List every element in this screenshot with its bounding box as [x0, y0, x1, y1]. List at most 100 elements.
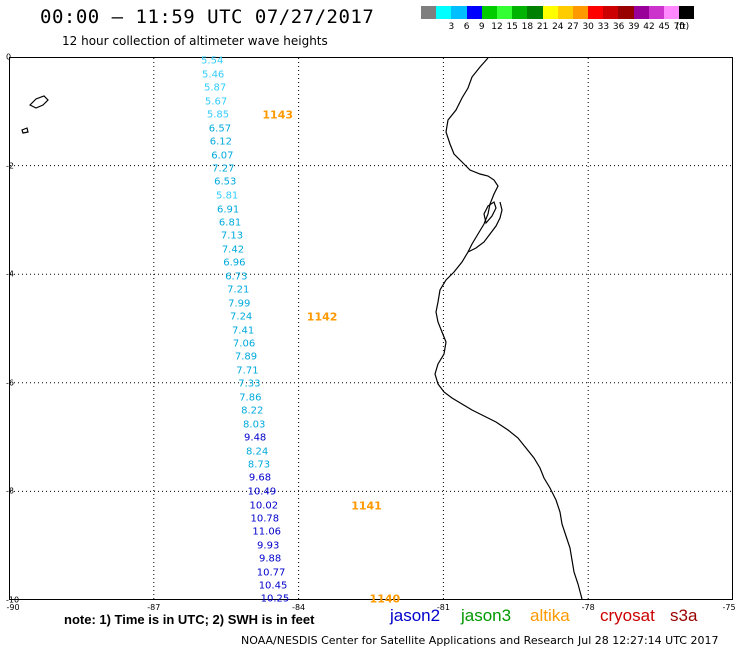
color-scale-label: 27 [567, 22, 579, 32]
footer-timestamp: Jul 28 12:27:14 UTC 2017 [578, 634, 719, 647]
units-note: note: 1) Time is in UTC; 2) SWH is in fe… [64, 612, 315, 627]
swh-value: 8.24 [245, 446, 269, 458]
coastline-gulf [467, 201, 503, 253]
latitude-tick-label: -8 [6, 486, 14, 496]
longitude-tick-label: -75 [722, 603, 736, 612]
satellite-legend-jason2: jason2 [390, 606, 441, 625]
color-scale-label: 18 [521, 22, 534, 32]
swh-value: 6.96 [223, 257, 246, 269]
latitude-tick-label: 0 [6, 52, 12, 62]
swh-value: 8.73 [247, 459, 271, 471]
latitude-tick-label: -2 [6, 161, 14, 171]
color-scale-swatch [466, 6, 482, 19]
map-grid [10, 58, 732, 599]
color-scale-swatch [679, 6, 695, 19]
pass-number: 1142 [306, 310, 338, 324]
color-scale-swatch [496, 6, 513, 19]
page-title: 00:00 – 11:59 UTC 07/27/2017 [40, 6, 375, 28]
color-scale-label: 15 [506, 22, 518, 32]
swh-value: 11.06 [252, 526, 282, 538]
satellite-legend-cryosat: cryosat [600, 606, 655, 625]
color-scale-swatch [481, 6, 497, 19]
swh-value: 7.27 [212, 163, 235, 175]
swh-value: 5.81 [216, 190, 239, 202]
latitude-tick-label: -4 [6, 269, 14, 279]
swh-value: 5.67 [204, 96, 228, 108]
color-scale-label: 6 [463, 22, 470, 32]
color-scale-label: 24 [552, 22, 564, 32]
swh-value: 7.21 [227, 284, 250, 296]
color-scale-swatch [512, 6, 528, 19]
longitude-tick-label: -78 [581, 603, 595, 612]
longitude-tick-label: -90 [6, 603, 20, 612]
swh-value: 8.22 [241, 405, 264, 417]
swh-value: 10.25 [260, 593, 290, 605]
swh-value: 5.87 [203, 82, 227, 94]
color-scale-label: 33 [597, 22, 610, 32]
swh-value: 7.24 [230, 311, 253, 323]
swh-value: 6.73 [225, 271, 248, 283]
latitude-tick-label: -6 [6, 378, 14, 388]
map-canvas [10, 58, 732, 599]
island-galapagos-east [21, 127, 29, 134]
swh-value: 10.45 [258, 580, 288, 592]
color-scale-swatch [664, 6, 680, 19]
color-scale-label: 9 [478, 22, 485, 32]
longitude-tick-label: -81 [436, 603, 450, 612]
swh-value: 7.41 [231, 325, 255, 337]
swh-value: 6.07 [211, 150, 234, 162]
color-scale-swatch [527, 6, 543, 19]
color-scale-label: 30 [582, 22, 594, 32]
swh-value: 7.89 [234, 351, 258, 363]
color-scale-label: 36 [612, 22, 625, 32]
swh-value: 10.49 [247, 486, 277, 498]
swh-value: 7.13 [220, 230, 244, 242]
longitude-tick-label: -84 [292, 603, 306, 612]
color-scale-swatch [603, 6, 619, 19]
pass-number: 1141 [351, 499, 382, 513]
color-scale-swatch [572, 6, 589, 19]
latitude-tick-label: -10 [6, 595, 20, 605]
swh-value: 5.85 [206, 109, 230, 121]
swh-value: 9.68 [248, 472, 272, 484]
swh-value: 9.88 [258, 553, 282, 565]
color-scale-swatch [542, 6, 558, 19]
island-la-plata [28, 95, 49, 109]
swh-value: 8.03 [243, 419, 266, 431]
swh-value: 6.53 [214, 176, 237, 188]
color-scale-label: 42 [643, 22, 655, 32]
color-scale-swatch [633, 6, 649, 19]
coastline [21, 58, 583, 599]
swh-value: 10.78 [250, 513, 280, 525]
swh-value: 6.12 [209, 136, 233, 148]
swh-value: 6.91 [216, 204, 240, 216]
swh-value: 10.77 [256, 567, 286, 579]
satellite-legend-altika: altika [530, 606, 570, 625]
pass-number: 1143 [262, 108, 294, 122]
color-scale-swatch [451, 6, 467, 19]
color-scale-label: 70 [673, 22, 686, 32]
swh-value: 5.54 [201, 55, 224, 67]
swh-value: 7.42 [221, 244, 245, 256]
swh-value: 6.57 [208, 123, 232, 135]
page-subtitle: 12 hour collection of altimeter wave hei… [62, 34, 328, 48]
swh-value: 7.99 [228, 298, 251, 310]
swh-value: 7.33 [238, 378, 261, 390]
swh-value: 7.71 [236, 365, 259, 377]
footer-organization: NOAA/NESDIS Center for Satellite Applica… [241, 634, 575, 647]
swh-value: 6.81 [218, 217, 242, 229]
color-scale-swatch [557, 6, 573, 19]
color-scale-swatch [618, 6, 634, 19]
color-scale-swatch [648, 6, 664, 19]
swh-value: 10.02 [249, 500, 279, 512]
swh-value: 5.46 [202, 69, 225, 81]
color-scale-bar [421, 6, 695, 19]
swh-value: 7.06 [232, 338, 256, 350]
longitude-tick-label: -87 [147, 603, 161, 612]
color-scale-label: 3 [448, 22, 455, 32]
coastline-mainland [434, 58, 583, 599]
swh-value: 7.86 [239, 392, 262, 404]
color-scale-unit: (ft) [675, 22, 690, 32]
color-scale-swatch [436, 6, 452, 19]
